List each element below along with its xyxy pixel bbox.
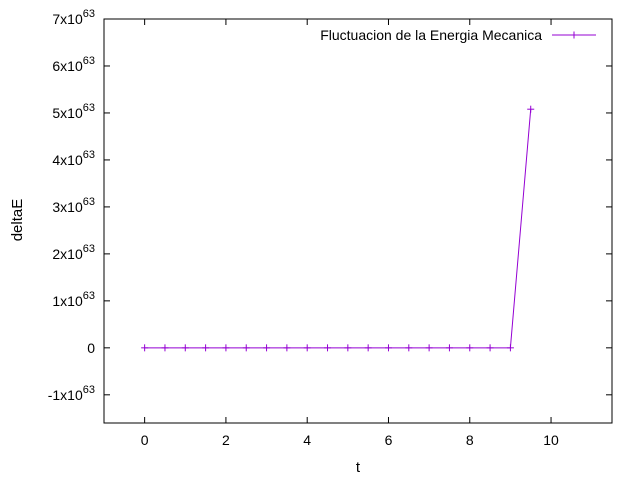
y-tick-mantissa: -1x10	[48, 387, 83, 403]
data-point-marker	[283, 344, 291, 352]
y-tick-label: 4x1063	[52, 149, 95, 168]
axes	[103, 18, 613, 424]
y-tick-exponent: 63	[83, 55, 95, 67]
y-tick-mantissa: 2x10	[52, 246, 83, 262]
y-tick-exponent: 63	[83, 196, 95, 208]
y-tick-label: 3x1063	[52, 196, 95, 215]
legend-marker-sample	[570, 31, 578, 39]
data-point-marker	[222, 344, 230, 352]
y-tick-exponent: 63	[83, 102, 95, 114]
y-tick-label: 2x1063	[52, 243, 95, 262]
data-point-marker	[405, 344, 413, 352]
y-tick-mantissa: 0	[87, 340, 95, 356]
data-point-marker	[486, 344, 494, 352]
data-point-marker	[161, 344, 169, 352]
y-tick-mantissa: 6x10	[52, 58, 83, 74]
data-point-marker	[506, 344, 514, 352]
y-tick-mantissa: 1x10	[52, 293, 83, 309]
y-tick-exponent: 63	[83, 243, 95, 255]
y-tick-mantissa: 4x10	[52, 152, 83, 168]
x-tick-label: 10	[543, 432, 559, 448]
tick-labels: 0 2 4 6 8 10-1x106301x10632x10633x10634x10635…	[48, 8, 559, 448]
data-point-marker	[181, 344, 189, 352]
data-point-marker	[202, 344, 210, 352]
y-tick-label: -1x1063	[48, 384, 95, 403]
x-tick-label: 6	[385, 432, 393, 448]
data-point-marker	[344, 344, 352, 352]
ticks	[104, 18, 612, 423]
x-axis-label: t	[356, 459, 361, 476]
x-tick-label: 4	[303, 432, 311, 448]
data-point-marker	[324, 344, 332, 352]
data-point-marker	[445, 344, 453, 352]
y-tick-label: 7x1063	[52, 8, 95, 27]
y-tick-label: 1x1063	[52, 290, 95, 309]
y-tick-label: 6x1063	[52, 55, 95, 74]
x-tick-label: 0	[141, 432, 149, 448]
x-tick-label: 2	[222, 432, 230, 448]
y-tick-mantissa: 7x10	[52, 11, 83, 27]
y-tick-mantissa: 3x10	[52, 199, 83, 215]
y-tick-label: 0	[87, 340, 95, 356]
data-point-marker	[242, 344, 250, 352]
data-point-marker	[364, 344, 372, 352]
plot-frame	[103, 18, 613, 424]
data-point-marker	[527, 105, 535, 113]
data-point-marker	[425, 344, 433, 352]
x-tick-label: 8	[466, 432, 474, 448]
y-tick-mantissa: 5x10	[52, 105, 83, 121]
legend-label: Fluctuacion de la Energia Mecanica	[320, 27, 542, 43]
y-tick-exponent: 63	[83, 149, 95, 161]
data-point-marker	[466, 344, 474, 352]
series-layer	[141, 105, 535, 352]
data-point-marker	[141, 344, 149, 352]
legend: Fluctuacion de la Energia Mecanica	[320, 27, 596, 43]
y-tick-exponent: 63	[83, 384, 95, 396]
data-point-marker	[303, 344, 311, 352]
y-tick-exponent: 63	[83, 290, 95, 302]
data-point-marker	[263, 344, 271, 352]
y-axis-label: deltaE	[9, 199, 26, 242]
y-tick-exponent: 63	[83, 8, 95, 20]
y-tick-label: 5x1063	[52, 102, 95, 121]
data-point-marker	[384, 344, 392, 352]
